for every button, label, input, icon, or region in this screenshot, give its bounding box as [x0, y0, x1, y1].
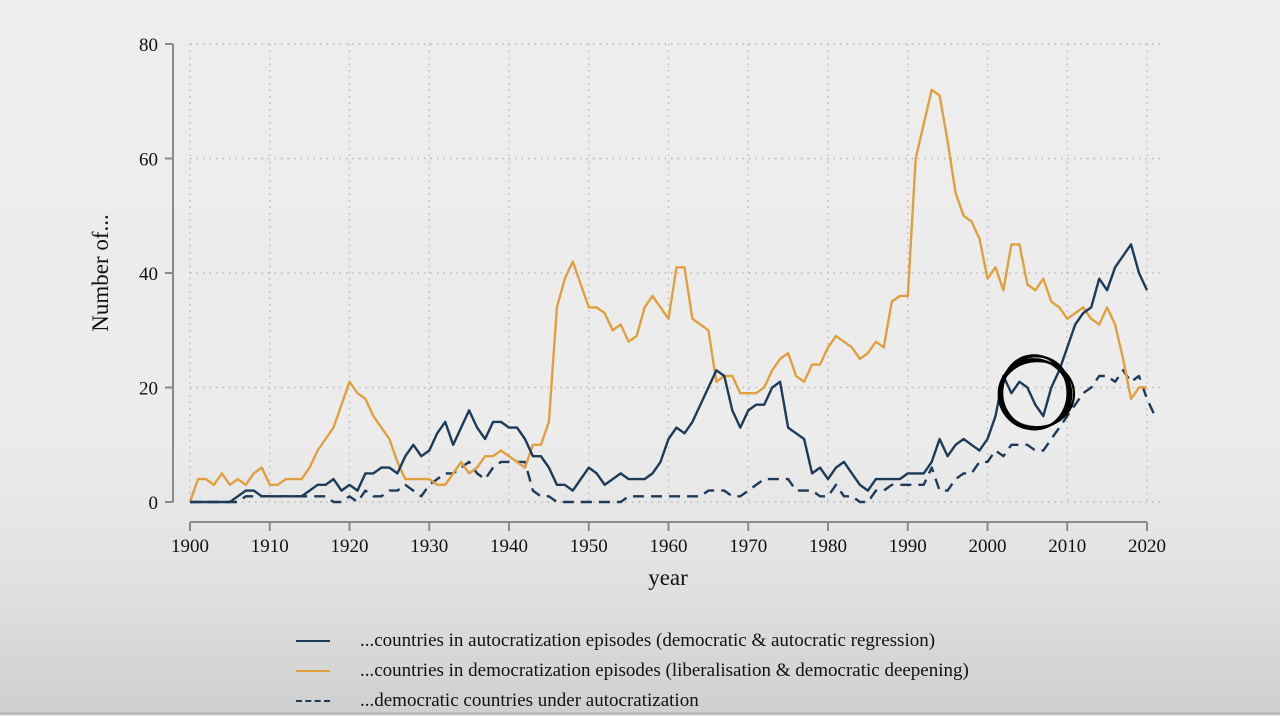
x-tick-label: 2010 — [1048, 536, 1086, 557]
legend-item-democratization: ...countries in democratization episodes… — [296, 656, 969, 686]
legend: ...countries in autocratization episodes… — [296, 626, 969, 716]
x-tick-label: 1950 — [570, 536, 608, 557]
x-tick-label: 1910 — [251, 536, 289, 557]
y-axis-title: Number of... — [88, 214, 113, 332]
legend-label: ...countries in democratization episodes… — [360, 660, 969, 681]
legend-swatch-solid-orange — [296, 670, 330, 672]
legend-label: ...countries in autocratization episodes… — [360, 630, 936, 651]
y-tick-label: 0 — [149, 493, 159, 514]
annotation-circle-stroke — [1001, 355, 1072, 430]
series-line-democracies-autocratizing — [190, 369, 1157, 504]
x-tick-label: 1940 — [490, 536, 528, 557]
x-tick-label: 1920 — [331, 536, 369, 557]
hand-drawn-circle-annotation — [997, 354, 1076, 431]
axes: 0 20 40 60 80 1900 1910 1920 1930 1940 1950 1960 197… — [139, 35, 1166, 557]
legend-item-autocratization: ...countries in autocratization episodes… — [296, 626, 969, 656]
x-tick-label: 1990 — [889, 536, 927, 557]
gridlines — [189, 43, 1161, 503]
legend-item-democracies-autocratizing: ...democratic countries under autocratiz… — [296, 686, 969, 716]
y-tick-label: 60 — [139, 150, 158, 171]
series-lines — [188, 88, 1157, 504]
x-tick-label: 1970 — [729, 536, 767, 557]
annotation-circle-stroke — [998, 360, 1076, 429]
x-tick-label: 1900 — [171, 536, 209, 557]
x-tick-label: 2020 — [1128, 536, 1166, 557]
bottom-bar — [0, 712, 1280, 715]
legend-swatch-dashed-navy — [296, 700, 330, 702]
x-tick-label: 1980 — [809, 536, 847, 557]
series-line-democratization — [188, 88, 1147, 503]
y-tick-label: 40 — [139, 264, 158, 285]
y-tick-label: 20 — [139, 379, 158, 400]
y-tick-label: 80 — [139, 35, 158, 56]
x-axis-title: year — [648, 565, 688, 590]
x-tick-label: 1960 — [650, 536, 688, 557]
legend-swatch-solid-navy — [296, 640, 330, 642]
x-tick-label: 2000 — [969, 536, 1007, 557]
legend-label: ...democratic countries under autocratiz… — [360, 690, 699, 711]
x-tick-label: 1930 — [410, 536, 448, 557]
series-line-autocratization — [190, 243, 1149, 504]
